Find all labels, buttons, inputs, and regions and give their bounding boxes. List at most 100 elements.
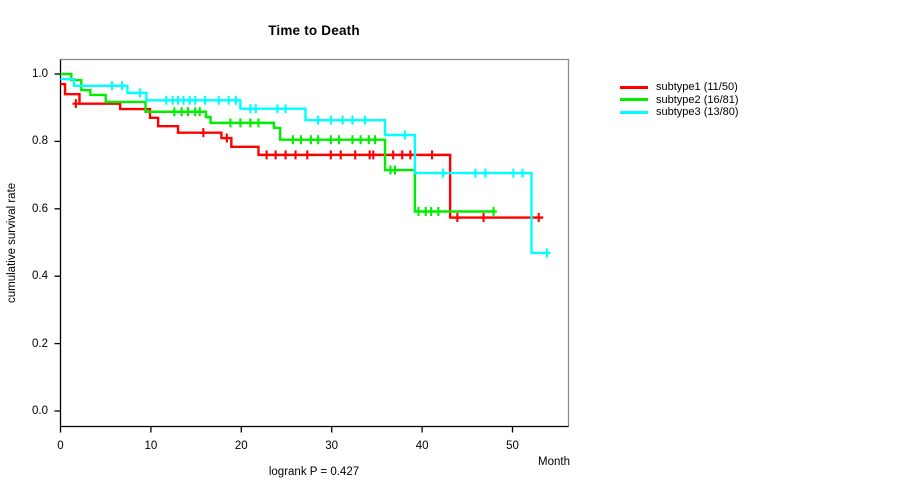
censor-mark-subtype2 [327,135,335,145]
censor-mark-subtype2 [255,118,262,128]
censor-mark-subtype3 [361,115,369,125]
censor-mark-subtype2 [246,118,254,128]
censor-mark-subtype2 [349,135,356,145]
x-tick-label: 10 [144,440,158,452]
censor-mark-subtype1 [389,150,397,160]
censor-mark-subtype3 [543,248,551,258]
censor-mark-subtype3 [339,115,346,125]
censor-mark-subtype2 [171,107,178,117]
censor-mark-subtype2 [391,165,399,175]
censor-mark-subtype2 [357,135,365,145]
censor-mark-subtype2 [365,135,373,145]
x-tick-label: 40 [415,440,429,452]
survival-curve-subtype2 [60,72,496,213]
censor-mark-subtype3 [108,81,116,91]
censor-mark-subtype2 [196,107,204,117]
censor-mark-subtype2 [227,118,234,128]
censor-mark-subtype1 [303,150,311,160]
legend-line-subtype3 [620,110,648,114]
censor-mark-subtype1 [453,213,461,223]
y-axis-title: cumulative survival rate [6,182,18,304]
censor-mark-subtype2 [236,118,244,128]
censor-mark-subtype2 [297,135,305,145]
censor-mark-subtype1 [369,150,377,160]
survival-curve-subtype1 [60,82,544,219]
censor-mark-subtype2 [427,206,435,216]
censor-mark-subtype1 [351,150,359,160]
censor-mark-subtype3 [180,95,187,105]
censor-mark-subtype3 [282,104,289,114]
y-tick-label: 0.8 [32,135,48,148]
x-tick-label: 0 [57,440,64,452]
axis-lines [59,59,569,428]
censor-mark-subtype3 [215,95,223,105]
censor-mark-subtype3 [439,168,447,178]
censor-mark-subtype3 [510,168,517,178]
censor-mark-subtype3 [401,130,409,140]
censor-mark-subtype1 [406,150,414,160]
y-tick-label: 0.0 [32,405,48,417]
censor-mark-subtype1 [263,150,271,160]
legend-row-subtype3: subtype3 (13/80) [620,106,739,119]
legend-label-subtype3: subtype3 (13/80) [656,106,739,119]
censor-mark-subtype1 [337,150,345,160]
censor-mark-subtype1 [223,133,231,143]
censor-mark-subtype1 [480,213,487,223]
censor-mark-subtype3 [118,81,126,91]
censor-mark-subtype2 [490,206,497,216]
legend-row-subtype1: subtype1 (11/50) [620,81,739,94]
censor-mark-subtype1 [272,150,280,160]
censor-mark-subtype1 [199,128,207,138]
y-tick-label: 0.2 [32,337,48,350]
censor-mark-subtype3 [232,95,240,105]
censor-mark-subtype3 [191,95,199,105]
x-axis-title: Month [538,456,570,468]
x-tick-label: 30 [325,440,339,452]
x-tick-label: 20 [234,440,248,452]
survival-curve-subtype3 [60,77,551,255]
y-tick-label: 1.0 [32,68,48,80]
legend-line-subtype2 [620,98,648,102]
censor-mark-subtype3 [225,95,233,105]
censor-mark-subtype3 [481,168,489,178]
y-tick-label: 0.6 [32,202,48,215]
censor-mark-subtype3 [349,115,356,125]
censor-mark-subtype2 [184,107,192,117]
censor-mark-subtype1 [292,150,299,160]
censor-mark-subtype3 [472,168,479,178]
y-tick-label: 0.4 [32,270,48,283]
censor-mark-subtype2 [415,206,422,216]
censor-mark-subtype3 [136,88,144,98]
legend-label-subtype1: subtype1 (11/50) [656,81,738,94]
censor-mark-subtype3 [162,95,170,105]
censor-mark-subtype1 [398,150,406,160]
legend: subtype1 (11/50) subtype2 (16/81) subtyp… [620,81,739,119]
censor-mark-subtype2 [335,135,343,145]
legend-label-subtype2: subtype2 (16/81) [656,93,739,106]
censor-mark-subtype3 [519,168,526,178]
censor-mark-subtype3 [314,115,322,125]
plot-box [60,58,570,427]
censor-mark-subtype1 [535,213,543,223]
legend-row-subtype2: subtype2 (16/81) [620,94,739,107]
censor-mark-subtype2 [289,135,297,145]
legend-line-subtype1 [620,85,648,89]
censor-mark-subtype3 [327,115,335,125]
censor-mark-subtype2 [434,206,442,216]
censor-mark-subtype2 [314,135,322,145]
censor-mark-subtype1 [282,150,289,160]
censor-mark-subtype1 [72,99,80,109]
censor-mark-subtype2 [307,135,315,145]
x-tick-label: 50 [506,440,519,452]
censor-mark-subtype3 [201,95,209,105]
censor-mark-subtype2 [371,135,379,145]
censor-mark-subtype1 [327,150,335,160]
logrank-p-value: logrank P = 0.427 [268,466,360,478]
chart-title: Time to Death [268,23,360,38]
censor-mark-subtype2 [178,107,186,117]
censor-mark-subtype3 [274,104,281,114]
censor-mark-subtype1 [428,150,436,160]
censor-mark-subtype3 [252,104,260,114]
